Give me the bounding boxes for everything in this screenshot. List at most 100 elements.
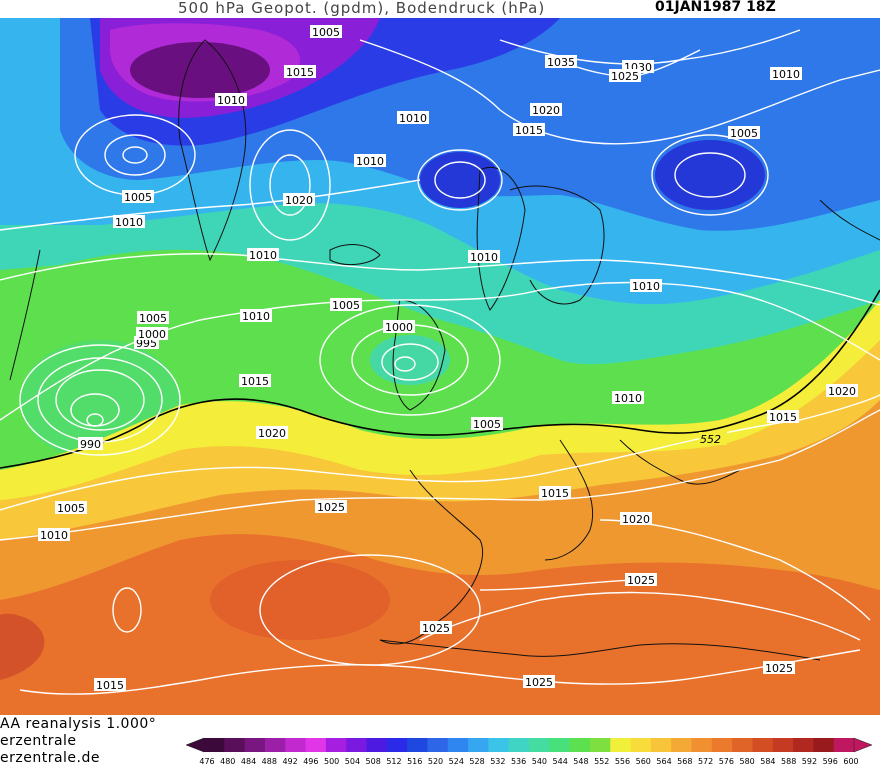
isobar-label-1025-libya-text: 1025 [627, 574, 655, 587]
isobar-label-1005-greenland-north-bg [310, 25, 342, 38]
isobar-label-1020-atlantic: 1020 [256, 426, 288, 440]
colorbar-tick-label: 504 [345, 757, 360, 766]
colorbar-swatch [772, 738, 794, 752]
field-red-zone [0, 613, 45, 680]
colorbar-tick-label: 544 [553, 757, 568, 766]
isobar-label-1015-greenland-bg [284, 65, 316, 78]
isobar-label-1010-poland: 1010 [612, 391, 644, 405]
isobar-label-1010-iceland-text: 1010 [249, 249, 277, 262]
colorbar-swatch [610, 738, 632, 752]
isobar-label-1010-labrador: 1010 [113, 215, 145, 229]
isobar-label-1025-arctic: 1025 [609, 69, 641, 83]
isobar-label-1000-scotland-text: 1000 [138, 328, 166, 341]
thickness-552-line [0, 289, 880, 469]
isobar-label-1025-algeria-text: 1025 [422, 622, 450, 635]
colorbar-tick-label: 476 [199, 757, 214, 766]
isobar-label-1005-labrador: 1005 [122, 190, 154, 204]
thickness-552-label: 552 [699, 432, 727, 446]
isobar-label-1025-egypt-text: 1025 [765, 662, 793, 675]
isobar-label-1025-sahara: 1025 [523, 675, 555, 689]
isobar-label-1025-azores-text: 1025 [317, 501, 345, 514]
isobar-label-1015-ukraine-bg [767, 410, 799, 423]
isobar-label-1025-libya-bg [625, 573, 657, 586]
isobar-label-1015-southwest-bg [94, 678, 126, 691]
colorbar-tick-label: 580 [739, 757, 754, 766]
isobar-label-1010-norway-text: 1010 [470, 251, 498, 264]
colorbar-tick-label: 520 [428, 757, 443, 766]
isobar-label-1005-atlantic-north-bg [330, 298, 362, 311]
isobar-label-1010-denmark-strait-text: 1010 [356, 155, 384, 168]
colorbar-swatch [630, 738, 652, 752]
isobar-label-1025-arctic-text: 1025 [611, 70, 639, 83]
isobar-label-1005-scotland-bg [137, 311, 169, 324]
colorbar-tick-label: 584 [760, 757, 775, 766]
isobar-label-990-atlantic-low-bg [78, 437, 103, 450]
isobar-label-1010-norway-bg [468, 250, 500, 263]
colorbar-tick-label: 564 [656, 757, 671, 766]
isobar-label-1005-barents-text: 1005 [730, 127, 758, 140]
colorbar-tick-label: 600 [843, 757, 858, 766]
credit-site-url: erzentrale.de [0, 750, 100, 766]
map-title: 500 hPa Geopot. (gpdm), Bodendruck (hPa) [178, 0, 546, 17]
isobar-label-1015-southwest: 1015 [94, 678, 126, 692]
isobar-label-1010-iceland-bg [247, 248, 279, 261]
isobar-label-1015-svalbard-bg [513, 123, 545, 136]
isobar-label-1015-ukraine: 1015 [767, 410, 799, 424]
colorbar-tick-label: 556 [615, 757, 630, 766]
colorbar: 476 480 484 488 492 496 500 504 508 512 516 520 524 5… [186, 737, 873, 766]
colorbar-swatch [305, 738, 327, 752]
isobar-label-1035-arctic-text: 1035 [547, 56, 575, 69]
map-footer: AA reanalysis 1.000° erzentrale erzentra… [0, 715, 890, 768]
isobar-label-1005-barents: 1005 [728, 126, 760, 140]
colorbar-tick-label: 492 [282, 757, 297, 766]
isobar-label-1010-northeast: 1010 [770, 67, 802, 81]
isobar-label-1010-iceland: 1010 [247, 248, 279, 262]
isobar-label-1025-egypt-bg [763, 661, 795, 674]
colorbar-swatch [650, 738, 672, 752]
isobar-label-1000-atlantic-bg [383, 320, 415, 333]
isobar-label-1020-balkans: 1020 [620, 512, 652, 526]
isobar-label-1010-atlantic-mid-text: 1010 [242, 310, 270, 323]
isobar-label-1020-russia-south: 1020 [826, 384, 858, 398]
thickness-552-label-bg [699, 432, 727, 445]
isobar-label-1015-ukraine-text: 1015 [769, 411, 797, 424]
isobar-label-1020-atlantic-bg [256, 426, 288, 439]
isobar-label-1025-libya: 1025 [625, 573, 657, 587]
isobar-label-1020-svalbard-bg [530, 103, 562, 116]
isobar-label-1005-labrador-text: 1005 [124, 191, 152, 204]
colorbar-right-arrow [853, 737, 873, 753]
colorbar-tick-label: 532 [490, 757, 505, 766]
isobar-label-1005-barents-bg [728, 126, 760, 139]
isobar-label-1010-greenland-east-bg [397, 111, 429, 124]
isobar-label-1015-atlantic-bg [239, 374, 271, 387]
isobar-label-1005-france: 1005 [471, 417, 503, 431]
isobar-label-1020-greenland-high-text: 1020 [285, 194, 313, 207]
colorbar-tick-label: 572 [698, 757, 713, 766]
colorbar-swatch [508, 738, 530, 752]
isobar-label-1015-italy-bg [539, 486, 571, 499]
isobar-label-1010-norway: 1010 [468, 250, 500, 264]
isobar-label-1000-scotland-bg [136, 327, 168, 340]
isobar-label-1015-svalbard: 1015 [513, 123, 545, 137]
colorbar-swatch [264, 738, 286, 752]
isobar-label-1000-scotland: 1000 [136, 327, 168, 341]
colorbar-tick-label: 560 [636, 757, 651, 766]
isobar-label-1010-greenland-east-text: 1010 [399, 112, 427, 125]
isobar-label-1035-arctic: 1035 [545, 55, 577, 69]
isobar-label-1010-northeast-bg [770, 67, 802, 80]
colorbar-swatch [711, 738, 733, 752]
colorbar-tick-label: 552 [594, 757, 609, 766]
isobar-label-1010-greenland-east: 1010 [397, 111, 429, 125]
field-red-zone-iberia [210, 560, 390, 640]
colorbar-swatch [285, 738, 307, 752]
isobar-label-1010-atlantic-mid-bg [240, 309, 272, 322]
isobar-label-1020-atlantic-text: 1020 [258, 427, 286, 440]
colorbar-swatch [549, 738, 571, 752]
colorbar-tick-label: 500 [324, 757, 339, 766]
colorbar-tick-label: 496 [303, 757, 318, 766]
field-low-scotland [370, 335, 450, 385]
field-low-barents [655, 140, 765, 210]
isobar-label-1020-greenland-high-bg [283, 193, 315, 206]
isobar-label-1010-west-atlantic-text: 1010 [40, 529, 68, 542]
isobar-label-1010-west-atlantic-bg [38, 528, 70, 541]
